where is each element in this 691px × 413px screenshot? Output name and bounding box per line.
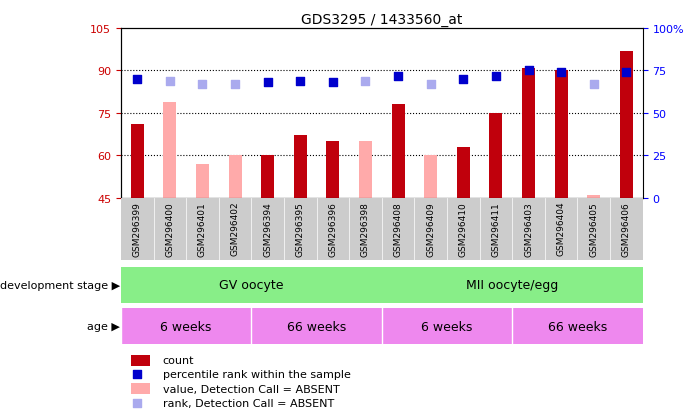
Text: count: count bbox=[162, 356, 194, 366]
Text: GSM296409: GSM296409 bbox=[426, 202, 435, 256]
Bar bbox=[457, 147, 470, 198]
Point bbox=[491, 73, 502, 80]
Bar bbox=[359, 142, 372, 198]
Point bbox=[132, 76, 143, 83]
Point bbox=[588, 81, 599, 88]
Text: GSM296411: GSM296411 bbox=[491, 202, 500, 256]
Bar bbox=[294, 136, 307, 198]
Bar bbox=[284, 198, 316, 260]
Point bbox=[131, 371, 142, 378]
Point bbox=[164, 78, 176, 85]
Text: development stage ▶: development stage ▶ bbox=[0, 280, 120, 290]
Bar bbox=[131, 355, 150, 366]
Point bbox=[392, 73, 404, 80]
Text: GSM296406: GSM296406 bbox=[622, 202, 631, 256]
Bar bbox=[587, 195, 600, 198]
Text: GSM296396: GSM296396 bbox=[328, 202, 337, 256]
Bar bbox=[512, 198, 545, 260]
Point bbox=[295, 78, 306, 85]
Bar bbox=[382, 267, 643, 303]
Bar bbox=[620, 52, 633, 198]
Bar bbox=[121, 309, 252, 344]
Bar bbox=[512, 309, 643, 344]
Bar bbox=[382, 198, 415, 260]
Text: 6 weeks: 6 weeks bbox=[160, 320, 212, 333]
Bar bbox=[326, 142, 339, 198]
Bar bbox=[415, 198, 447, 260]
Bar bbox=[316, 198, 349, 260]
Bar bbox=[522, 69, 535, 198]
Point bbox=[360, 78, 371, 85]
Text: 66 weeks: 66 weeks bbox=[287, 320, 346, 333]
Text: 6 weeks: 6 weeks bbox=[422, 320, 473, 333]
Text: GSM296394: GSM296394 bbox=[263, 202, 272, 256]
Text: GSM296395: GSM296395 bbox=[296, 202, 305, 256]
Bar bbox=[163, 102, 176, 198]
Title: GDS3295 / 1433560_at: GDS3295 / 1433560_at bbox=[301, 12, 462, 26]
Point bbox=[621, 70, 632, 76]
Text: GSM296402: GSM296402 bbox=[231, 202, 240, 256]
Point bbox=[229, 81, 240, 88]
Text: GV oocyte: GV oocyte bbox=[219, 278, 283, 292]
Text: MII oocyte/egg: MII oocyte/egg bbox=[466, 278, 558, 292]
Text: GSM296403: GSM296403 bbox=[524, 202, 533, 256]
Bar bbox=[392, 105, 405, 198]
Bar bbox=[252, 198, 284, 260]
Text: GSM296410: GSM296410 bbox=[459, 202, 468, 256]
Bar bbox=[131, 383, 150, 394]
Text: GSM296401: GSM296401 bbox=[198, 202, 207, 256]
Text: rank, Detection Call = ABSENT: rank, Detection Call = ABSENT bbox=[162, 399, 334, 408]
Text: age ▶: age ▶ bbox=[87, 321, 120, 331]
Bar bbox=[229, 156, 242, 198]
Bar bbox=[252, 309, 382, 344]
Text: percentile rank within the sample: percentile rank within the sample bbox=[162, 370, 350, 380]
Bar bbox=[153, 198, 186, 260]
Bar bbox=[121, 267, 382, 303]
Text: value, Detection Call = ABSENT: value, Detection Call = ABSENT bbox=[162, 384, 339, 394]
Bar bbox=[219, 198, 252, 260]
Bar bbox=[121, 198, 153, 260]
Bar bbox=[610, 198, 643, 260]
Bar bbox=[131, 125, 144, 198]
Text: GSM296398: GSM296398 bbox=[361, 202, 370, 256]
Bar bbox=[578, 198, 610, 260]
Text: GSM296400: GSM296400 bbox=[165, 202, 174, 256]
Point bbox=[457, 76, 468, 83]
Point bbox=[131, 400, 142, 407]
Bar bbox=[382, 309, 512, 344]
Bar bbox=[480, 198, 512, 260]
Bar bbox=[186, 198, 219, 260]
Point bbox=[556, 70, 567, 76]
Bar bbox=[196, 164, 209, 198]
Bar bbox=[349, 198, 381, 260]
Point bbox=[197, 81, 208, 88]
Bar bbox=[555, 71, 567, 198]
Point bbox=[262, 80, 273, 86]
Bar bbox=[545, 198, 578, 260]
Text: GSM296399: GSM296399 bbox=[133, 202, 142, 256]
Text: 66 weeks: 66 weeks bbox=[548, 320, 607, 333]
Point bbox=[523, 68, 534, 74]
Text: GSM296405: GSM296405 bbox=[589, 202, 598, 256]
Bar bbox=[489, 114, 502, 198]
Text: GSM296408: GSM296408 bbox=[394, 202, 403, 256]
Point bbox=[425, 81, 436, 88]
Bar bbox=[447, 198, 480, 260]
Bar bbox=[424, 156, 437, 198]
Bar bbox=[261, 156, 274, 198]
Point bbox=[328, 80, 339, 86]
Text: GSM296404: GSM296404 bbox=[557, 202, 566, 256]
